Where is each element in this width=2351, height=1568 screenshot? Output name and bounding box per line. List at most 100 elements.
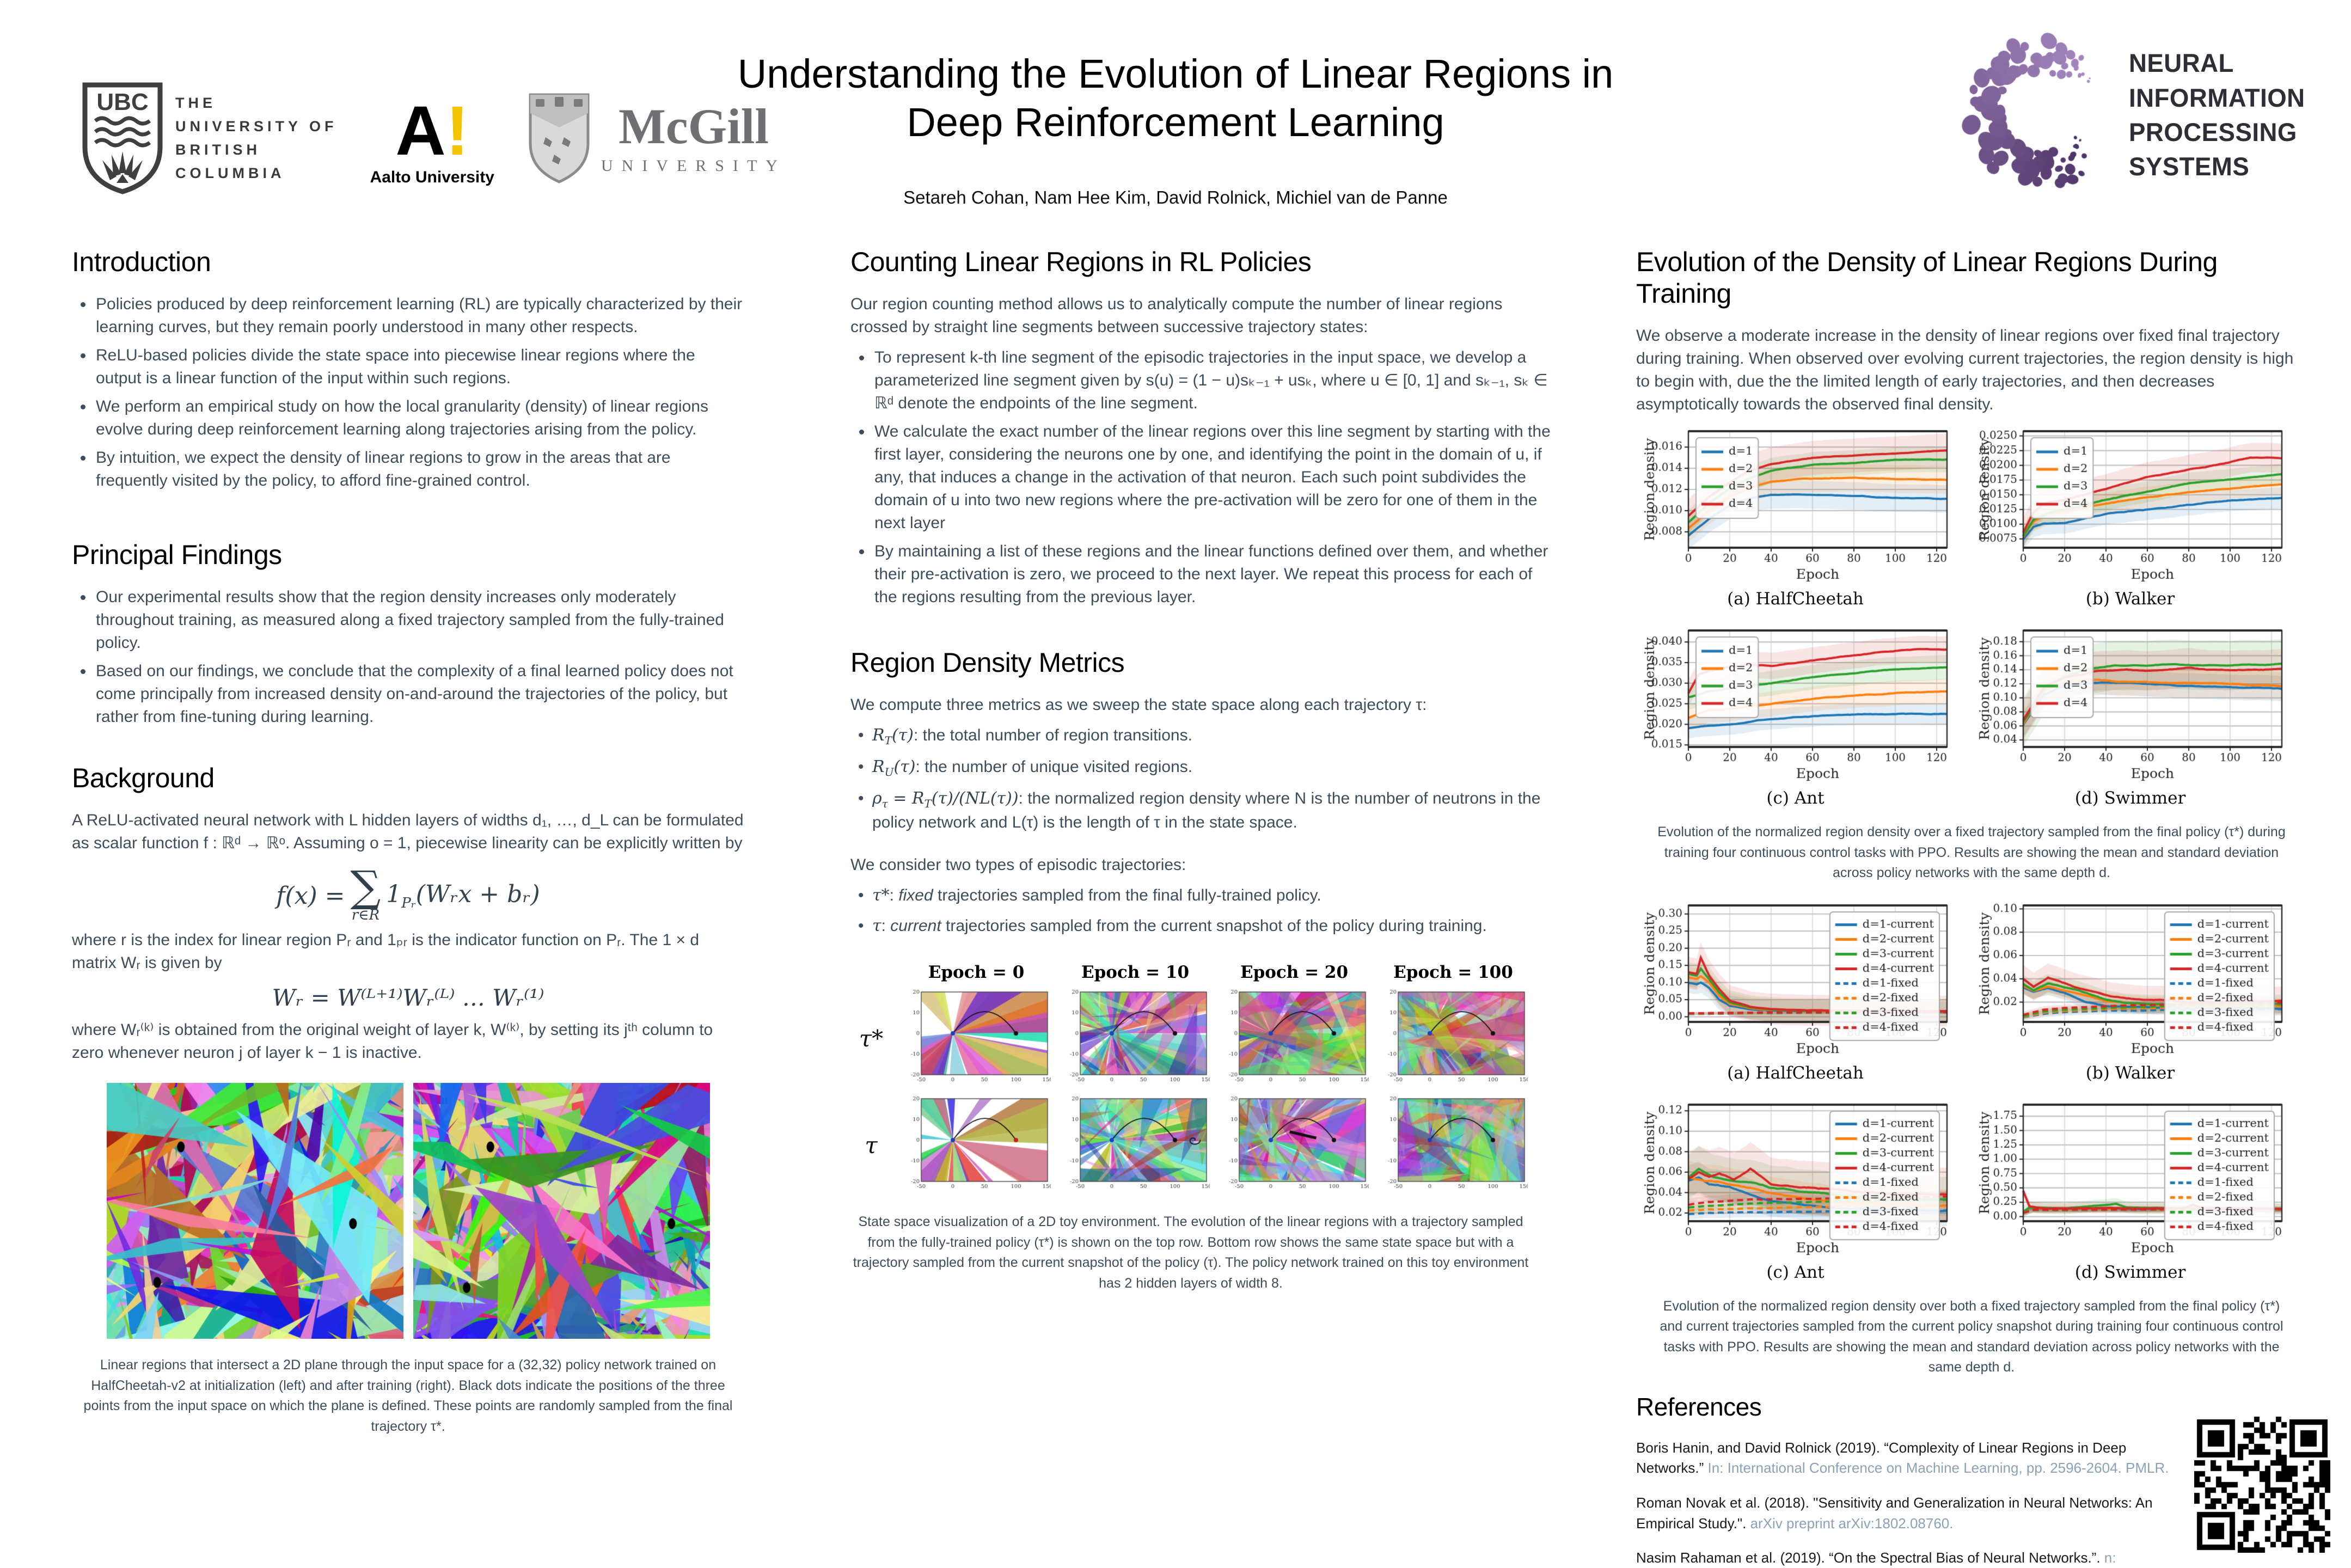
epoch-label: Epoch = 0 xyxy=(928,963,1025,982)
references-heading: References xyxy=(1636,1392,1762,1421)
chart-block: (b) Walker xyxy=(1971,897,2289,1097)
qr-code xyxy=(2194,1417,2330,1555)
mcgill-sub: UNIVERSITY xyxy=(601,157,786,175)
metric-bullet: RT(τ): the total number of region transi… xyxy=(850,724,1553,748)
state-space-plot xyxy=(1220,988,1369,1089)
counting-heading: Counting Linear Regions in RL Policies xyxy=(850,247,1312,277)
principal-findings-heading: Principal Findings xyxy=(72,540,282,570)
evolution-paragraph: We observe a moderate increase in the de… xyxy=(1636,327,2294,413)
institution-logos: UBC THE UNIVERSITY OF BRITISH COLUMBIA A… xyxy=(82,82,786,195)
chart-fig1d-canvas xyxy=(1971,623,2289,786)
linear-regions-images xyxy=(72,1083,744,1339)
aalto-name: Aalto University xyxy=(370,168,494,186)
mcgill-shield-icon xyxy=(529,93,590,183)
reference-entry: Roman Novak et al. (2018). "Sensitivity … xyxy=(1636,1494,2153,1532)
right-column: Evolution of the Density of Linear Regio… xyxy=(1636,246,2307,1568)
state-space-plot xyxy=(902,1094,1051,1196)
chart-fig2a-canvas xyxy=(1636,897,1955,1061)
ubc-wordmark: THE UNIVERSITY OF BRITISH COLUMBIA xyxy=(175,94,338,182)
aalto-logo: A! Aalto University xyxy=(370,92,494,186)
qr-code-icon xyxy=(2194,1417,2330,1553)
list-item: By intuition, we expect the density of l… xyxy=(94,446,744,492)
subcaption: (b) Walker xyxy=(2085,1063,2175,1083)
epoch-label: Epoch = 20 xyxy=(1240,963,1349,982)
counting-intro: Our region counting method allows us to … xyxy=(850,295,1503,336)
ubc-logo: UBC THE UNIVERSITY OF BRITISH COLUMBIA xyxy=(82,82,338,195)
subcaption: (a) HalfCheetah xyxy=(1727,589,1864,609)
chart-block: (c) Ant xyxy=(1636,1097,1955,1296)
authors: Setareh Cohan, Nam Hee Kim, David Rolnic… xyxy=(903,187,1448,207)
background-heading: Background xyxy=(72,763,215,793)
metrics-intro: We compute three metrics as we sweep the… xyxy=(850,696,1427,714)
linear-regions-image-trained xyxy=(413,1083,710,1339)
mcgill-name: McGill xyxy=(618,99,769,154)
state-space-plot xyxy=(1061,1094,1210,1196)
state-space-caption: State space visualization of a 2D toy en… xyxy=(853,1214,1529,1291)
figure1-grid: (a) HalfCheetah (b) Walker (c) Ant (d) S… xyxy=(1636,424,2307,822)
list-item: By maintaining a list of these regions a… xyxy=(872,540,1553,609)
background-paragraph: where r is the index for linear region P… xyxy=(72,931,700,972)
principal-findings-list: Our experimental results show that the r… xyxy=(72,586,744,728)
state-space-plot xyxy=(902,988,1051,1089)
middle-column: Counting Linear Regions in RL Policies O… xyxy=(850,246,1553,1294)
page-title: Understanding the Evolution of Linear Re… xyxy=(737,51,1614,145)
neurips-swirl-icon xyxy=(1949,30,2129,199)
epoch-label: Epoch = 10 xyxy=(1081,963,1190,982)
ubc-shield-icon: UBC xyxy=(82,82,163,194)
list-item: We perform an empirical study on how the… xyxy=(94,395,744,441)
chart-block: (a) HalfCheetah xyxy=(1636,424,1955,623)
introduction-list: Policies produced by deep reinforcement … xyxy=(72,293,744,492)
background-paragraph: where Wᵣ⁽ᵏ⁾ is obtained from the origina… xyxy=(72,1021,713,1062)
linear-regions-image-initialization xyxy=(106,1083,403,1339)
state-space-plot xyxy=(1220,1094,1369,1196)
list-item: ReLU-based policies divide the state spa… xyxy=(94,344,744,390)
row-label-tau: τ xyxy=(865,1131,878,1159)
chart-fig1c-canvas xyxy=(1636,623,1955,786)
aalto-mark-icon: A! xyxy=(395,92,469,170)
chart-block: (d) Swimmer xyxy=(1971,623,2289,822)
counting-list: To represent k-th line segment of the ep… xyxy=(850,346,1553,609)
left-figure-caption: Linear regions that intersect a 2D plane… xyxy=(83,1357,733,1434)
chart-block: (b) Walker xyxy=(1971,424,2289,623)
trajectory-bullet: τ*: fixed trajectories sampled from the … xyxy=(850,884,1553,907)
state-space-plot xyxy=(1379,1094,1528,1196)
list-item: We calculate the exact number of the lin… xyxy=(872,420,1553,535)
chart-fig1b-canvas xyxy=(1971,424,2289,587)
neurips-wordmark: NEURAL INFORMATION PROCESSING SYSTEMS xyxy=(2129,48,2305,181)
mcgill-wordmark: McGill UNIVERSITY xyxy=(601,101,786,175)
state-space-plot xyxy=(1061,988,1210,1089)
list-item: Based on our findings, we conclude that … xyxy=(94,660,744,728)
chart-block: (c) Ant xyxy=(1636,623,1955,822)
state-space-plot xyxy=(1379,988,1528,1089)
figure2-grid: (a) HalfCheetah (b) Walker (c) Ant (d) S… xyxy=(1636,897,2307,1296)
mcgill-logo: McGill UNIVERSITY xyxy=(527,91,786,185)
list-item: Policies produced by deep reinforcement … xyxy=(94,293,744,339)
metric-bullet: ρτ = RT(τ)/(NL(τ)): the normalized regio… xyxy=(850,787,1553,834)
chart-fig1a-canvas xyxy=(1636,424,1955,587)
metrics-heading: Region Density Metrics xyxy=(850,647,1125,678)
chart-fig2b-canvas xyxy=(1971,897,2289,1061)
spacer xyxy=(850,963,892,982)
evolution-heading: Evolution of the Density of Linear Regio… xyxy=(1636,247,2218,309)
subcaption: (c) Ant xyxy=(1766,788,1825,808)
chart-fig2c-canvas xyxy=(1636,1097,1955,1260)
row-label-tau-star: τ* xyxy=(859,1025,884,1052)
chart-block: (d) Swimmer xyxy=(1971,1097,2289,1296)
introduction-heading: Introduction xyxy=(72,247,211,277)
figure2-caption: Evolution of the normalized region densi… xyxy=(1660,1298,2283,1375)
subcaption: (b) Walker xyxy=(2085,589,2175,609)
left-column: Introduction Policies produced by deep r… xyxy=(72,246,744,1437)
subcaption: (d) Swimmer xyxy=(2074,788,2186,808)
figure1-caption: Evolution of the normalized region densi… xyxy=(1657,824,2286,880)
subcaption: (a) HalfCheetah xyxy=(1727,1063,1864,1083)
background-paragraph: A ReLU-activated neural network with L h… xyxy=(72,811,744,852)
svg-text:UBC: UBC xyxy=(96,89,148,115)
neurips-logo: NEURAL INFORMATION PROCESSING SYSTEMS xyxy=(1949,30,2351,199)
reference-entry: Nasim Rahaman et al. (2019). “On the Spe… xyxy=(1636,1549,2116,1566)
epoch-label: Epoch = 100 xyxy=(1393,963,1513,982)
reference-entry: Boris Hanin, and David Rolnick (2019). “… xyxy=(1636,1439,2169,1477)
formula-weights: Wᵣ = W⁽ᴸ⁺¹⁾Wᵣ⁽ᴸ⁾ … Wᵣ⁽¹⁾ xyxy=(272,984,544,1012)
metric-bullet: RU(τ): the number of unique visited regi… xyxy=(850,756,1553,780)
chart-fig2d-canvas xyxy=(1971,1097,2289,1260)
